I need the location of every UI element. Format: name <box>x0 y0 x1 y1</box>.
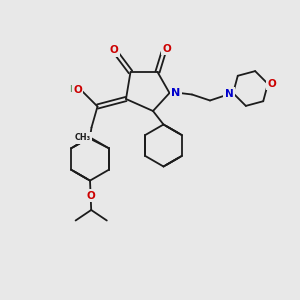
Text: H: H <box>70 85 77 94</box>
Text: O: O <box>110 45 118 56</box>
Text: O: O <box>73 85 82 95</box>
Text: O: O <box>267 79 276 89</box>
Text: O: O <box>86 190 95 201</box>
Text: N: N <box>225 89 234 99</box>
Text: O: O <box>162 44 171 54</box>
Text: N: N <box>172 88 181 98</box>
Text: CH₃: CH₃ <box>75 134 91 142</box>
Text: N: N <box>224 88 233 98</box>
